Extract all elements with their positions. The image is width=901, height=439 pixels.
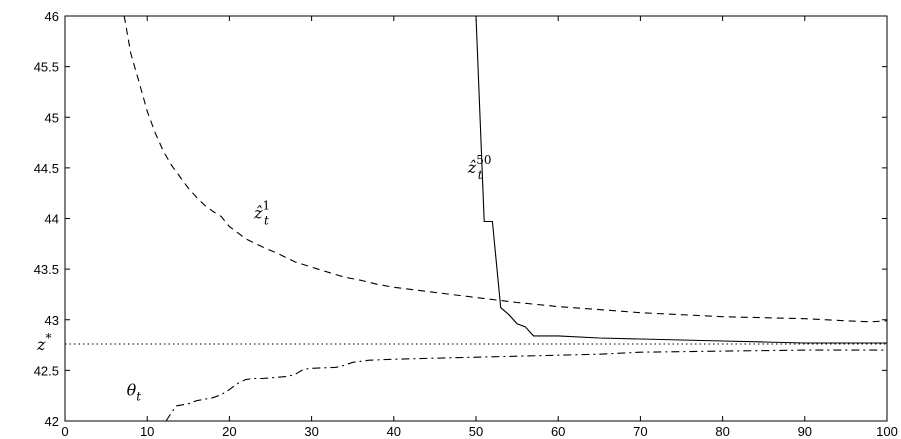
series-line-1 — [123, 16, 887, 323]
series-label-base: θ — [127, 381, 137, 400]
axis-ticks: 0 10 20 30 40 50 60 70 80 90 100 42 42.5 43 43.5 44 44.5… — [34, 9, 898, 439]
reference-line-label-sup: * — [45, 331, 51, 345]
series-label-sub: t — [264, 214, 269, 228]
y-tick-label: 42 — [45, 414, 59, 429]
y-tick-label: 46 — [45, 9, 59, 24]
x-tick-label: 30 — [304, 424, 318, 439]
series-lines — [123, 16, 887, 421]
series-label-3: θt — [127, 381, 142, 404]
y-tick-label: 45 — [45, 110, 59, 125]
y-tick-label: 43.5 — [34, 262, 59, 277]
x-tick-label: 40 — [387, 424, 401, 439]
series-line-2 — [475, 16, 887, 344]
x-tick-label: 50 — [469, 424, 483, 439]
series-label-sup: 1 — [262, 199, 270, 213]
series-label-sub: t — [136, 390, 141, 404]
x-tick-label: 20 — [222, 424, 236, 439]
series-label-2: ẑ50 t — [467, 153, 492, 182]
x-tick-label: 70 — [633, 424, 647, 439]
reference-line-label: z* — [36, 331, 51, 354]
series-label-sup: 50 — [476, 153, 491, 167]
reference-line-label-base: z — [36, 335, 46, 354]
series-label-sub: t — [478, 168, 483, 182]
y-tick-label: 43 — [45, 313, 59, 328]
y-tick-label: 45.5 — [34, 60, 59, 75]
plot-frame — [64, 15, 888, 422]
x-tick-label: 100 — [876, 424, 898, 439]
series-label-base: ẑ — [467, 158, 477, 177]
x-tick-label: 80 — [715, 424, 729, 439]
y-tick-label: 42.5 — [34, 363, 59, 378]
series-label-1: ẑ1 t — [253, 199, 270, 228]
x-tick-label: 60 — [551, 424, 565, 439]
y-tick-label: 44.5 — [34, 161, 59, 176]
x-tick-label: 90 — [798, 424, 812, 439]
series-line-3 — [165, 349, 887, 421]
x-tick-label: 0 — [61, 424, 68, 439]
series-label-base: ẑ — [253, 204, 263, 223]
y-tick-label: 44 — [45, 212, 59, 227]
x-tick-label: 10 — [140, 424, 154, 439]
